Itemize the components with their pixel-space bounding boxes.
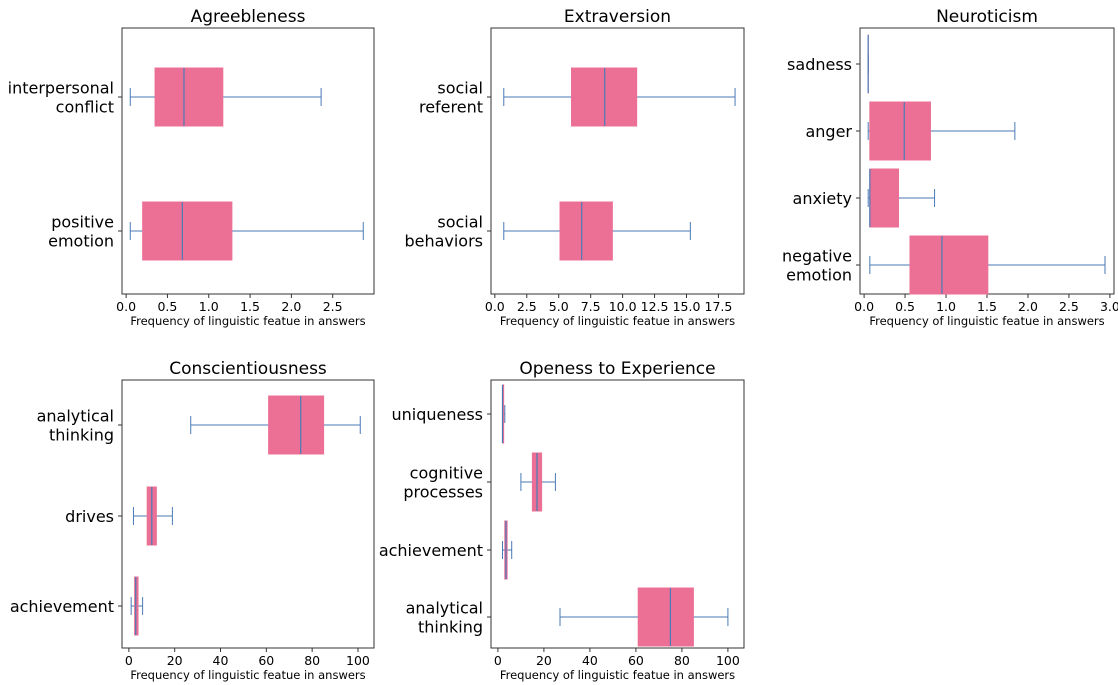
y-tick-label: cognitive [410, 464, 483, 483]
x-axis-label: Frequency of linguistic featue in answer… [500, 314, 735, 328]
y-tick-label: social [437, 79, 483, 98]
x-tick-label: 15.0 [673, 299, 701, 314]
y-tick-label: sadness [787, 55, 852, 74]
x-tick-label: 5.0 [549, 299, 569, 314]
box [142, 201, 233, 261]
box [869, 101, 931, 161]
x-tick-label: 12.5 [641, 299, 669, 314]
y-tick-label: thinking [49, 426, 114, 445]
x-tick-label: 20 [536, 653, 552, 668]
box [559, 201, 613, 261]
chart-title: Agreebleness [191, 7, 306, 27]
y-tick-label: anger [805, 122, 852, 141]
y-tick-label: processes [403, 483, 483, 502]
x-tick-label: 40 [213, 653, 229, 668]
y-tick-label: social [437, 213, 483, 232]
plot-frame [490, 27, 745, 295]
y-tick-label: interpersonal [8, 79, 114, 98]
x-tick-label: 2.5 [1059, 299, 1079, 314]
x-tick-label: 60 [258, 653, 274, 668]
y-tick-label: analytical [37, 407, 114, 426]
plot-frame [121, 379, 375, 649]
x-axis-label: Frequency of linguistic featue in answer… [869, 314, 1104, 328]
x-tick-label: 0 [494, 653, 502, 668]
x-tick-label: 2.5 [323, 299, 343, 314]
x-tick-label: 80 [674, 653, 690, 668]
chart-title: Extraversion [564, 7, 671, 27]
box [571, 67, 638, 127]
chart-title: Neuroticism [936, 7, 1038, 27]
box [154, 67, 224, 127]
plot-frame [121, 27, 375, 295]
box [909, 235, 989, 295]
x-axis-label: Frequency of linguistic featue in answer… [130, 314, 365, 328]
y-tick-label: emotion [48, 232, 114, 251]
y-tick-label: analytical [406, 599, 483, 618]
x-tick-label: 100 [346, 653, 370, 668]
y-tick-label: positive [51, 213, 114, 232]
y-tick-label: behaviors [404, 232, 483, 251]
box [637, 587, 694, 647]
x-tick-label: 2.0 [281, 299, 301, 314]
y-tick-label: uniqueness [391, 405, 483, 424]
chart-panel: Openess to Experience 0 20 40 60 80 100Frequen… [379, 359, 745, 682]
x-tick-label: 1.0 [936, 299, 956, 314]
y-tick-label: achievement [10, 597, 114, 616]
y-tick-label: negative [782, 247, 852, 266]
box [869, 168, 900, 228]
x-tick-label: 1.5 [977, 299, 997, 314]
x-tick-label: 1.5 [240, 299, 260, 314]
x-axis-label: Frequency of linguistic featue in answer… [500, 668, 735, 682]
box [268, 395, 325, 455]
x-tick-label: 100 [716, 653, 740, 668]
x-tick-label: 0 [125, 653, 133, 668]
chart-title: Conscientiousness [169, 359, 327, 379]
x-tick-label: 80 [304, 653, 320, 668]
y-tick-label: thinking [418, 618, 483, 637]
x-tick-label: 10.0 [609, 299, 637, 314]
x-tick-label: 0.0 [854, 299, 874, 314]
plot-frame [490, 379, 745, 649]
x-tick-label: 0.5 [157, 299, 177, 314]
y-tick-label: anxiety [793, 189, 852, 208]
x-tick-label: 0.0 [485, 299, 505, 314]
x-tick-label: 0.5 [895, 299, 915, 314]
x-tick-label: 7.5 [581, 299, 601, 314]
y-tick-label: conflict [56, 98, 114, 117]
y-tick-label: referent [419, 98, 483, 117]
x-tick-label: 17.5 [705, 299, 733, 314]
y-tick-label: achievement [379, 541, 483, 560]
x-axis-label: Frequency of linguistic featue in answer… [130, 668, 365, 682]
chart-panel: Agreebleness 0.0 0.5 1.0 1.5 2.0 2.5Frequency … [8, 7, 375, 328]
chart-title: Openess to Experience [519, 359, 715, 379]
x-tick-label: 1.0 [199, 299, 219, 314]
x-tick-label: 2.5 [517, 299, 537, 314]
y-tick-label: drives [65, 507, 114, 526]
y-tick-label: emotion [786, 266, 852, 285]
chart-panel: Extraversion 0.0 2.5 5.0 7.5 10.0 12.5 15.0 17.5… [404, 7, 745, 328]
x-tick-label: 2.0 [1018, 299, 1038, 314]
x-tick-label: 0.0 [116, 299, 136, 314]
x-tick-label: 20 [167, 653, 183, 668]
x-tick-label: 3.0 [1100, 299, 1118, 314]
x-tick-label: 60 [628, 653, 644, 668]
x-tick-label: 40 [582, 653, 598, 668]
chart-panel: Neuroticism 0.0 0.5 1.0 1.5 2.0 2.5 3.0Frequenc… [782, 7, 1118, 328]
